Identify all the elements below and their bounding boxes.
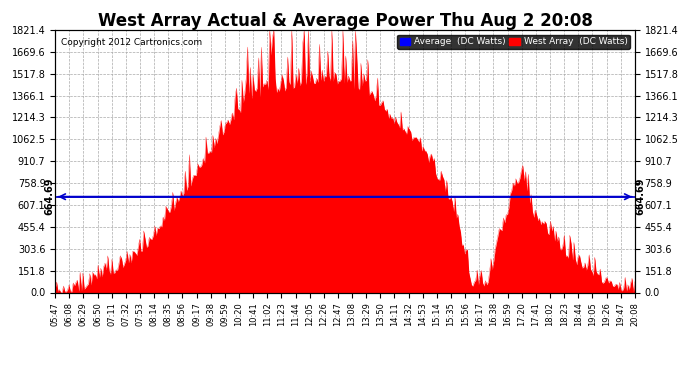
Text: Copyright 2012 Cartronics.com: Copyright 2012 Cartronics.com xyxy=(61,38,202,47)
Text: 664.69: 664.69 xyxy=(45,178,55,216)
Legend: Average  (DC Watts), West Array  (DC Watts): Average (DC Watts), West Array (DC Watts… xyxy=(397,34,630,49)
Text: 664.69: 664.69 xyxy=(635,178,645,216)
Title: West Array Actual & Average Power Thu Aug 2 20:08: West Array Actual & Average Power Thu Au… xyxy=(97,12,593,30)
